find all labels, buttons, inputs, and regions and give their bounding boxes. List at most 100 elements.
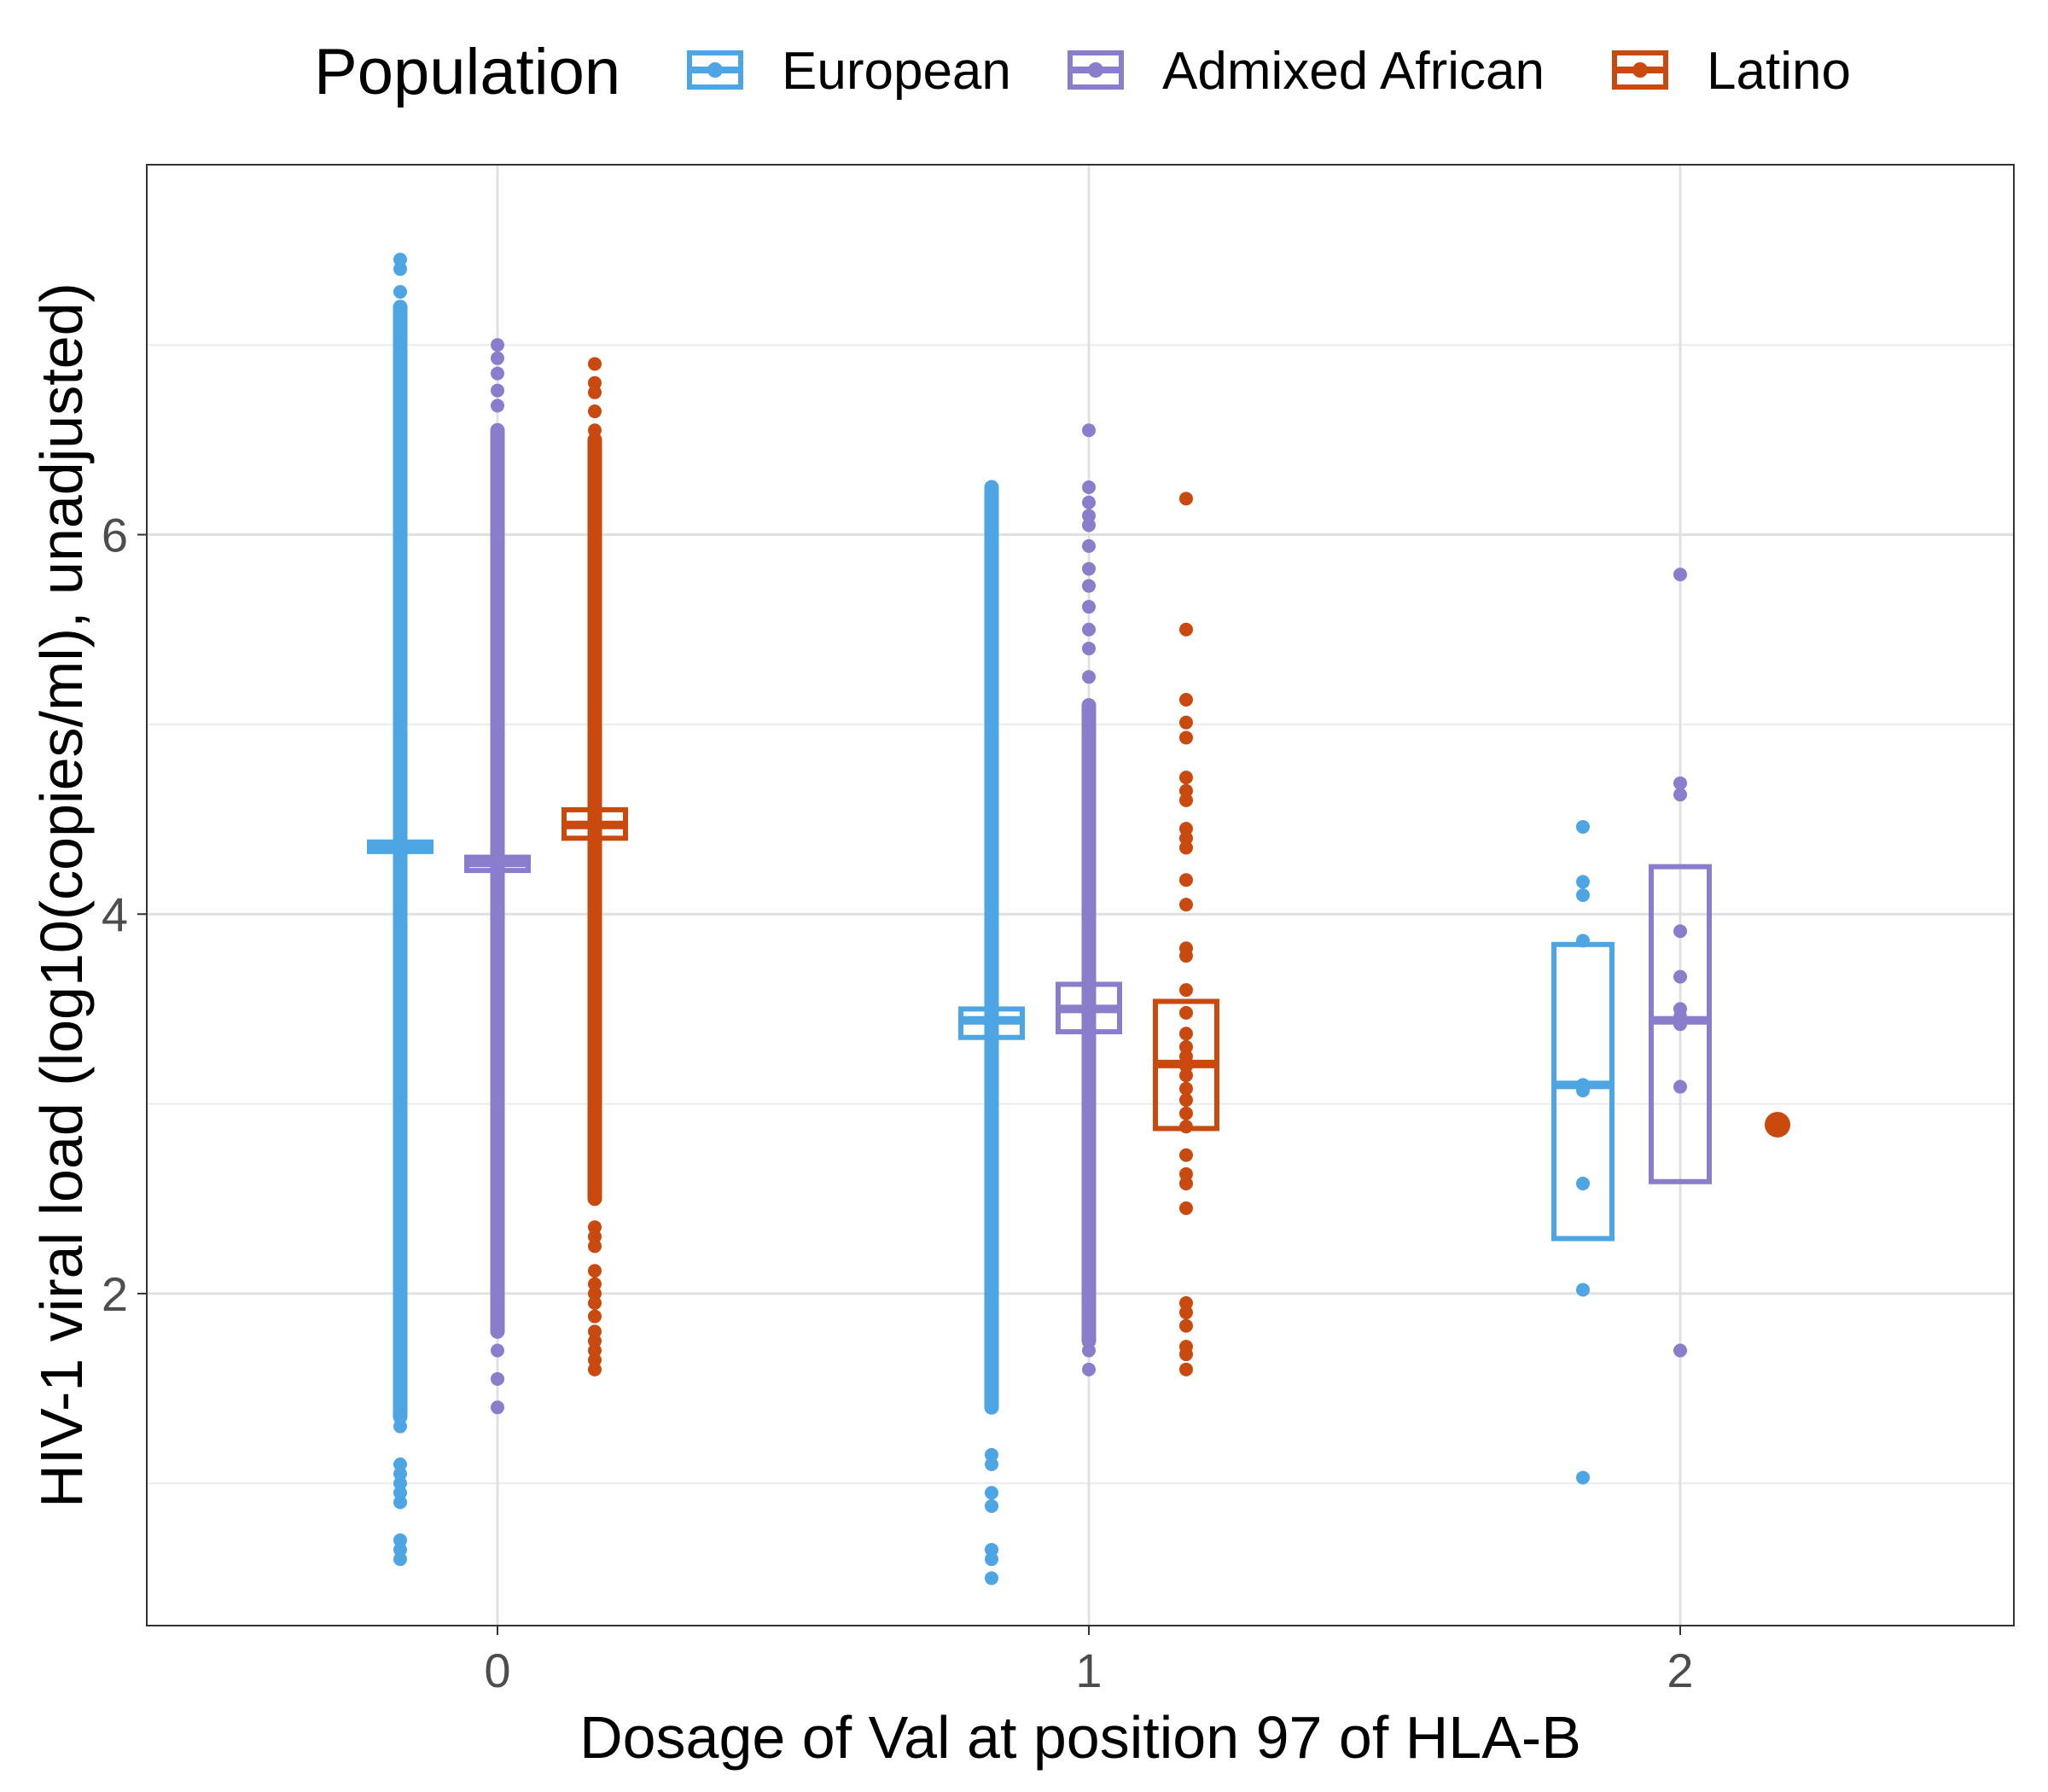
data-point — [1179, 1362, 1193, 1376]
data-point — [588, 1362, 602, 1376]
data-point — [1673, 1343, 1687, 1358]
data-point — [1673, 567, 1687, 582]
data-point — [1179, 730, 1193, 745]
data-point — [393, 1552, 407, 1567]
data-point — [985, 1571, 998, 1585]
data-point — [1179, 1068, 1193, 1083]
plot-panel — [146, 164, 2015, 1626]
data-point — [588, 385, 602, 399]
data-point — [1082, 641, 1096, 655]
data-point — [588, 404, 602, 419]
data-point — [491, 399, 504, 413]
data-point — [588, 1220, 602, 1235]
data-point — [985, 1543, 998, 1557]
data-point — [491, 351, 504, 365]
data-point — [393, 1419, 407, 1434]
data-point — [1082, 480, 1096, 494]
data-point — [1179, 1106, 1193, 1120]
data-point — [985, 1498, 998, 1513]
data-point — [393, 1533, 407, 1547]
legend-key-point — [1632, 62, 1648, 78]
data-point — [1576, 875, 1590, 889]
data-point — [393, 262, 407, 276]
data-point — [491, 383, 504, 398]
panel-border — [146, 164, 2015, 1626]
data-point — [1082, 423, 1096, 438]
data-point — [985, 1447, 998, 1462]
data-point — [588, 1309, 602, 1324]
data-point — [1179, 715, 1193, 730]
data-point — [1179, 841, 1193, 855]
data-point — [1082, 600, 1096, 614]
data-marks — [367, 253, 1790, 1585]
box — [1551, 941, 1615, 1242]
data-point — [1765, 1112, 1790, 1138]
x-tick-label: 2 — [1667, 1644, 1693, 1697]
data-point — [1673, 788, 1687, 802]
series-admixed-african — [464, 338, 1712, 1415]
data-point — [588, 1239, 602, 1254]
data-point — [1179, 492, 1193, 506]
data-point — [588, 1296, 602, 1311]
data-point — [985, 1486, 998, 1500]
data-point — [588, 423, 602, 438]
legend: Population European Admixed African Latino — [314, 36, 1851, 108]
data-point — [1082, 1343, 1096, 1358]
data-point — [1576, 1470, 1590, 1485]
data-point — [1673, 1079, 1687, 1094]
y-axis: 2 4 6 — [102, 509, 147, 1321]
x-tick-label: 1 — [1075, 1644, 1102, 1697]
data-point — [1179, 1167, 1193, 1181]
data-point — [393, 1495, 407, 1510]
data-point — [985, 594, 998, 608]
legend-key-point — [1088, 62, 1103, 78]
data-point — [1179, 831, 1193, 846]
data-point — [1576, 1283, 1590, 1297]
data-point — [1082, 670, 1096, 684]
legend-label: Admixed African — [1162, 42, 1545, 101]
data-point — [588, 1286, 602, 1300]
data-point — [1082, 561, 1096, 576]
data-point — [393, 1457, 407, 1472]
data-point — [1179, 1201, 1193, 1215]
data-point — [1179, 783, 1193, 798]
data-point — [1576, 1176, 1590, 1190]
legend-entry-european: European — [687, 42, 1011, 101]
data-point — [1576, 888, 1590, 902]
data-point — [588, 357, 602, 371]
data-point — [393, 253, 407, 267]
legend-label: Latino — [1707, 42, 1851, 101]
data-point — [1179, 1176, 1193, 1190]
data-point — [1179, 822, 1193, 836]
x-tick-label: 0 — [484, 1644, 510, 1697]
data-point — [1179, 1296, 1193, 1311]
data-point — [1673, 969, 1687, 984]
legend-key-point — [707, 62, 723, 78]
data-point — [588, 1277, 602, 1291]
y-tick-label: 2 — [102, 1267, 128, 1321]
data-point — [588, 1230, 602, 1244]
data-point — [1179, 1347, 1193, 1362]
data-point — [1082, 579, 1096, 593]
data-point — [1179, 793, 1193, 807]
data-point — [588, 1324, 602, 1339]
data-point — [985, 493, 998, 508]
x-axis: 0 1 2 — [484, 1626, 1694, 1697]
data-point — [985, 518, 998, 532]
y-axis-label: HIV-1 viral load (log10(copies/ml), unad… — [28, 282, 95, 1508]
data-point — [491, 1400, 504, 1415]
data-point — [1179, 622, 1193, 637]
data-point — [1673, 924, 1687, 939]
data-point — [491, 1343, 504, 1358]
series-european — [367, 253, 1615, 1585]
data-point — [491, 366, 504, 381]
data-point — [1179, 873, 1193, 887]
data-point — [1179, 1148, 1193, 1162]
data-point — [588, 1334, 602, 1348]
data-point — [1082, 509, 1096, 523]
data-point — [588, 1353, 602, 1367]
data-point — [393, 1476, 407, 1491]
data-point — [1082, 538, 1096, 553]
data-point — [491, 1371, 504, 1386]
